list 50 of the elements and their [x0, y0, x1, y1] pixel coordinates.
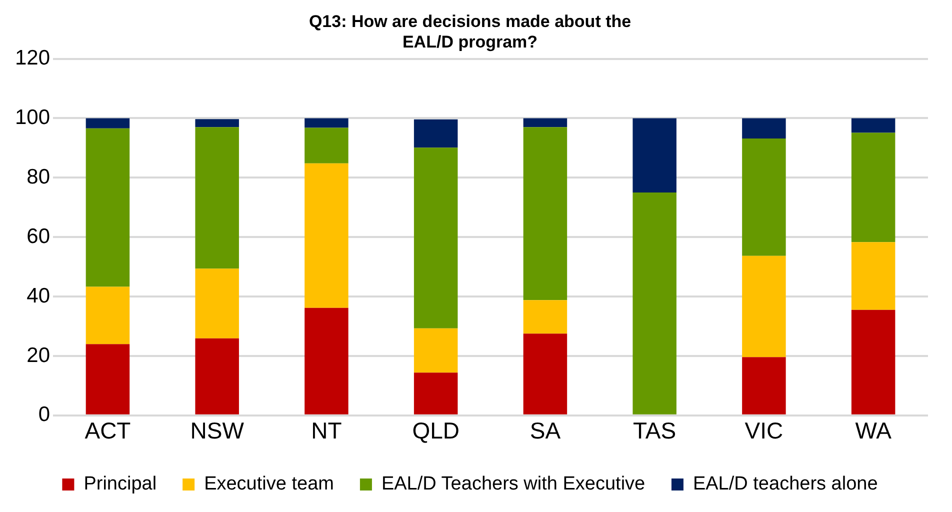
y-tick-label: 120: [14, 46, 50, 70]
bar: [414, 372, 458, 414]
bar: [304, 128, 348, 164]
bar: [851, 132, 896, 242]
bar: [742, 357, 786, 414]
x-tick-label: QLD: [412, 418, 460, 444]
bar: [86, 286, 130, 344]
bar: [632, 192, 676, 414]
x-tick-label: NT: [311, 418, 342, 444]
bar: [86, 118, 130, 128]
bar: [195, 338, 239, 414]
bar: [523, 334, 568, 414]
bar: [523, 118, 568, 128]
bar: [851, 118, 896, 133]
bar: [523, 127, 568, 300]
legend-label: Principal: [84, 474, 157, 495]
legend-label: Executive team: [204, 474, 334, 495]
bar: [851, 310, 896, 414]
x-tick-label: WA: [855, 418, 892, 444]
y-tick-label: 100: [14, 106, 50, 130]
chart-title: Q13: How are decisions made about the EAL/D program?: [308, 12, 632, 52]
bar: [851, 242, 896, 310]
y-tick-label: 20: [26, 344, 50, 367]
bar: [304, 118, 348, 128]
bar: [523, 300, 568, 334]
y-tick-label: 80: [26, 165, 50, 188]
bar: [195, 119, 239, 128]
x-tick-label: NSW: [190, 418, 244, 444]
bar: [414, 119, 458, 148]
bar: [304, 163, 348, 308]
legend-label: EAL/D teachers alone: [692, 474, 878, 495]
legend-label: EAL/D Teachers with Executive: [381, 474, 646, 495]
x-tick-label: VIC: [744, 418, 784, 444]
x-tick-label: TAS: [633, 418, 676, 444]
bar: [742, 256, 786, 358]
y-tick-label: 0: [38, 403, 50, 426]
bar: [195, 127, 239, 269]
y-tick-label: 60: [26, 224, 50, 248]
bar: [86, 344, 130, 414]
bar: [414, 328, 458, 373]
bar: [632, 118, 676, 193]
bar: [742, 138, 786, 256]
bar: [304, 308, 348, 414]
bar: [414, 148, 458, 328]
bar: [195, 268, 239, 338]
bar: [742, 118, 786, 138]
x-tick-label: SA: [530, 418, 562, 444]
y-tick-label: 40: [26, 284, 50, 308]
bar: [86, 128, 130, 287]
x-tick-label: ACT: [84, 418, 131, 444]
